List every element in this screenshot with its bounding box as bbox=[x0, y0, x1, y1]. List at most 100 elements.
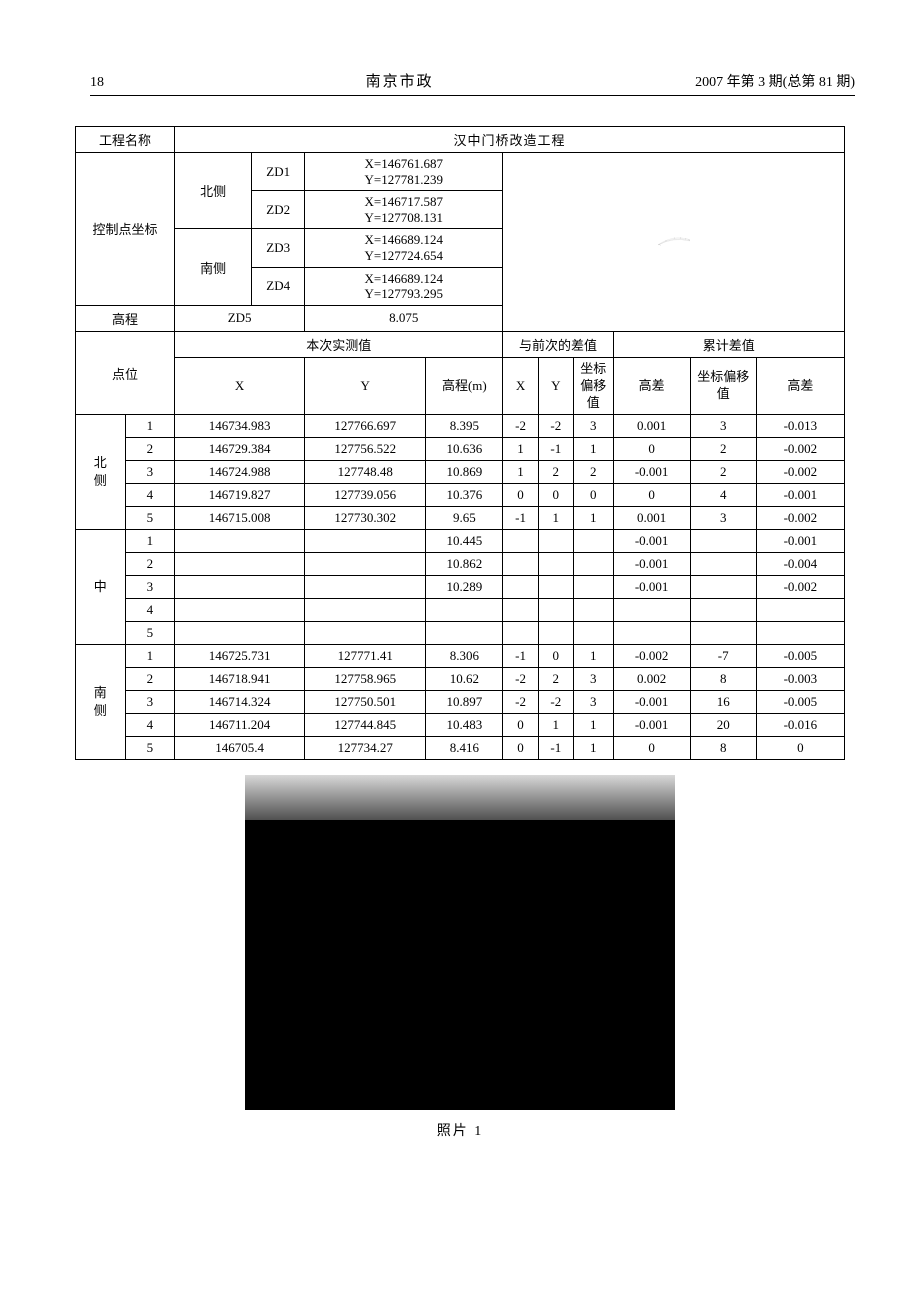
y-value bbox=[305, 530, 426, 553]
dy-value: -2 bbox=[538, 415, 573, 438]
project-name-label: 工程名称 bbox=[76, 127, 175, 153]
h-value: 8.416 bbox=[426, 737, 503, 760]
zd1-label: ZD1 bbox=[252, 153, 305, 191]
y-value bbox=[305, 553, 426, 576]
cp-value: 4 bbox=[690, 484, 756, 507]
dp-value: 2 bbox=[573, 461, 613, 484]
dp-value: 3 bbox=[573, 415, 613, 438]
cp-value: -7 bbox=[690, 645, 756, 668]
dx-value: -2 bbox=[503, 691, 538, 714]
row-index: 1 bbox=[125, 415, 175, 438]
x-value bbox=[175, 599, 305, 622]
ch-value: -0.016 bbox=[756, 714, 844, 737]
yuqianci-header: 与前次的差值 bbox=[503, 331, 613, 357]
dy-value bbox=[538, 530, 573, 553]
y-value: 127748.48 bbox=[305, 461, 426, 484]
dx-value: 0 bbox=[503, 737, 538, 760]
row-index: 1 bbox=[125, 645, 175, 668]
dx-value bbox=[503, 530, 538, 553]
dy-value: 0 bbox=[538, 645, 573, 668]
dh-value: -0.001 bbox=[613, 691, 690, 714]
dx-value bbox=[503, 622, 538, 645]
h-value bbox=[426, 622, 503, 645]
arch-diagram-svg: 北侧 中 南 bbox=[507, 233, 840, 246]
y-value: 127758.965 bbox=[305, 668, 426, 691]
dx-value: -1 bbox=[503, 507, 538, 530]
h-value: 8.395 bbox=[426, 415, 503, 438]
h-value: 10.445 bbox=[426, 530, 503, 553]
y-value: 127739.056 bbox=[305, 484, 426, 507]
dp-value: 3 bbox=[573, 668, 613, 691]
ch-value: -0.003 bbox=[756, 668, 844, 691]
dx-value bbox=[503, 576, 538, 599]
zd1-coords: X=146761.687Y=127781.239 bbox=[305, 153, 503, 191]
x-value bbox=[175, 530, 305, 553]
row-index: 5 bbox=[125, 622, 175, 645]
h-value: 10.897 bbox=[426, 691, 503, 714]
journal-name: 南京市政 bbox=[366, 70, 434, 91]
ch-value: -0.002 bbox=[756, 438, 844, 461]
dp-value: 0 bbox=[573, 484, 613, 507]
row-index: 2 bbox=[125, 438, 175, 461]
ch-value: -0.001 bbox=[756, 530, 844, 553]
group-label: 北侧 bbox=[76, 415, 126, 530]
h-value: 10.636 bbox=[426, 438, 503, 461]
table-row: 4146719.827127739.05610.37600004-0.001 bbox=[76, 484, 845, 507]
dy-value: 0 bbox=[538, 484, 573, 507]
zd3-label: ZD3 bbox=[252, 229, 305, 267]
dh-value: -0.001 bbox=[613, 530, 690, 553]
dh-value bbox=[613, 622, 690, 645]
dh-value: 0 bbox=[613, 737, 690, 760]
dh-value: -0.001 bbox=[613, 576, 690, 599]
photo-block: 照片 1 bbox=[245, 775, 675, 1140]
dx-value: 1 bbox=[503, 461, 538, 484]
ch-value: -0.004 bbox=[756, 553, 844, 576]
ch-value: -0.002 bbox=[756, 576, 844, 599]
dx-value bbox=[503, 599, 538, 622]
dx-value: -2 bbox=[503, 668, 538, 691]
dp-value bbox=[573, 576, 613, 599]
dx-value: 1 bbox=[503, 438, 538, 461]
y-value: 127771.41 bbox=[305, 645, 426, 668]
dy-value bbox=[538, 599, 573, 622]
cp-value: 20 bbox=[690, 714, 756, 737]
zd2-coords: X=146717.587Y=127708.131 bbox=[305, 191, 503, 229]
table-row: 5146715.008127730.3029.65-1110.0013-0.00… bbox=[76, 507, 845, 530]
cp-value: 16 bbox=[690, 691, 756, 714]
group-label: 南侧 bbox=[76, 645, 126, 760]
ch-value: 0 bbox=[756, 737, 844, 760]
x-value: 146715.008 bbox=[175, 507, 305, 530]
dy-value bbox=[538, 576, 573, 599]
cp-value: 8 bbox=[690, 737, 756, 760]
ch-value: -0.001 bbox=[756, 484, 844, 507]
dy-value: 1 bbox=[538, 714, 573, 737]
x-value bbox=[175, 576, 305, 599]
h-value: 10.483 bbox=[426, 714, 503, 737]
dh-value: 0.001 bbox=[613, 415, 690, 438]
row-index: 2 bbox=[125, 553, 175, 576]
row-index: 1 bbox=[125, 530, 175, 553]
h-value bbox=[426, 599, 503, 622]
table-row: 210.862-0.001-0.004 bbox=[76, 553, 845, 576]
dp-value bbox=[573, 622, 613, 645]
x-value: 146705.4 bbox=[175, 737, 305, 760]
elevation-label: 高程 bbox=[76, 305, 175, 331]
zd4-coords: X=146689.124Y=127793.295 bbox=[305, 267, 503, 305]
control-point-label: 控制点坐标 bbox=[76, 153, 175, 306]
zd5-value: 8.075 bbox=[305, 305, 503, 331]
y-value: 127744.845 bbox=[305, 714, 426, 737]
issue-info: 2007 年第 3 期(总第 81 期) bbox=[695, 71, 855, 91]
cp-value: 2 bbox=[690, 461, 756, 484]
group-label: 中 bbox=[76, 530, 126, 645]
photo-1 bbox=[245, 775, 675, 1110]
dx-value bbox=[503, 553, 538, 576]
dp-value: 1 bbox=[573, 438, 613, 461]
x-value bbox=[175, 622, 305, 645]
row-index: 4 bbox=[125, 599, 175, 622]
ch-value bbox=[756, 622, 844, 645]
cp-value: 3 bbox=[690, 507, 756, 530]
y-value bbox=[305, 576, 426, 599]
bridge-diagram: 北侧 中 南 bbox=[503, 153, 845, 332]
dp-header: 坐标偏移值 bbox=[573, 357, 613, 415]
dh-header: 高差 bbox=[613, 357, 690, 415]
